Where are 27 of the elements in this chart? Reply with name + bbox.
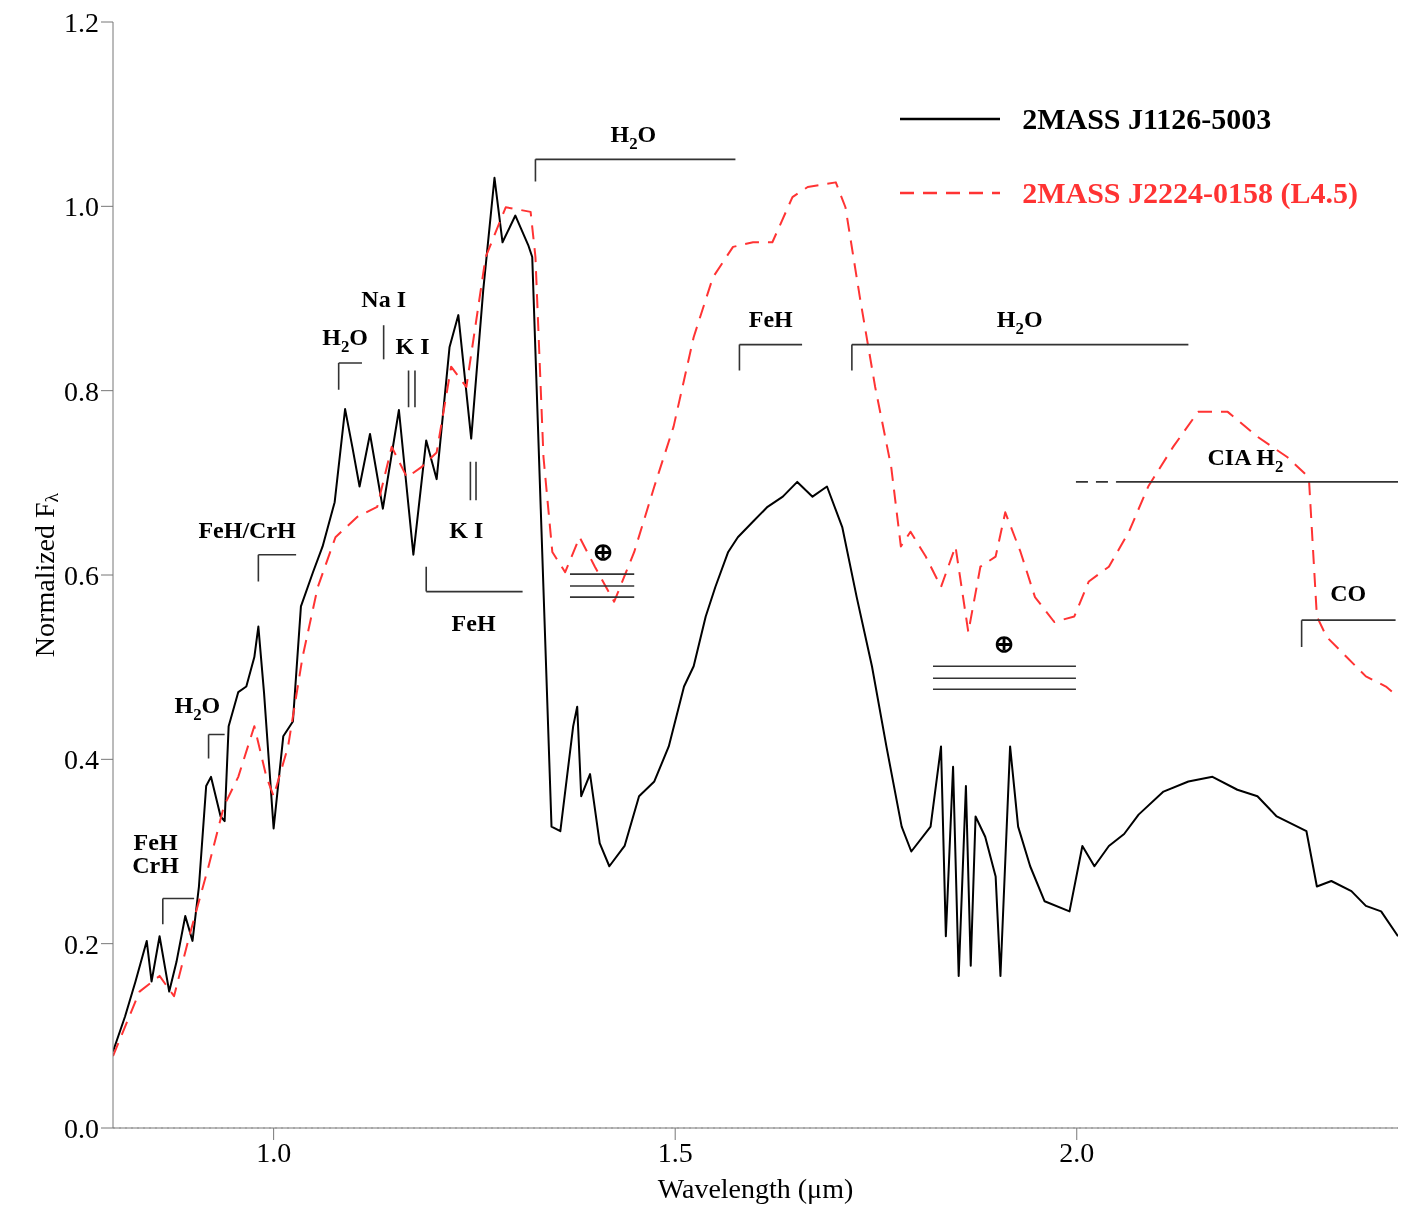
x-axis-title: Wavelength (μm) <box>657 1173 854 1204</box>
annotation: FeH/CrH <box>198 516 297 543</box>
x-tick-label: 2.0 <box>1059 1136 1095 1168</box>
x-tick-label: 1.0 <box>256 1136 292 1168</box>
y-tick-label: 0.4 <box>64 744 99 776</box>
y-tick-label: 0.2 <box>64 928 99 960</box>
x-tick-label: 1.5 <box>657 1136 693 1168</box>
annotation: CO <box>1330 580 1367 607</box>
annotation: H$_{2}$O <box>322 324 368 357</box>
annotation: H$_{2}$O <box>174 691 221 724</box>
annotation: ⊕ <box>994 631 1015 658</box>
annotation: Na I <box>361 285 406 312</box>
annotation: K I <box>395 332 430 359</box>
annotation: ⊕ <box>592 538 613 565</box>
legend-label: 2MASS J1126-5003 <box>1022 102 1272 136</box>
legend-label: 2MASS J2224-0158 (L4.5) <box>1022 176 1358 210</box>
annotation: H$_{2}$O <box>996 305 1043 338</box>
y-tick-label: 0.6 <box>64 559 99 591</box>
y-tick-label: 1.0 <box>64 191 99 223</box>
annotation: CIA H$_{2}$ <box>1207 444 1284 477</box>
annotation: FeH <box>748 305 794 332</box>
y-tick-label: 1.2 <box>64 6 99 38</box>
annotation: K I <box>449 516 484 543</box>
y-tick-label: 0.8 <box>64 375 99 407</box>
annotation: FeH <box>451 609 496 636</box>
annotation: H$_{2}$O <box>610 120 657 153</box>
y-tick-label: 0.0 <box>64 1112 99 1144</box>
